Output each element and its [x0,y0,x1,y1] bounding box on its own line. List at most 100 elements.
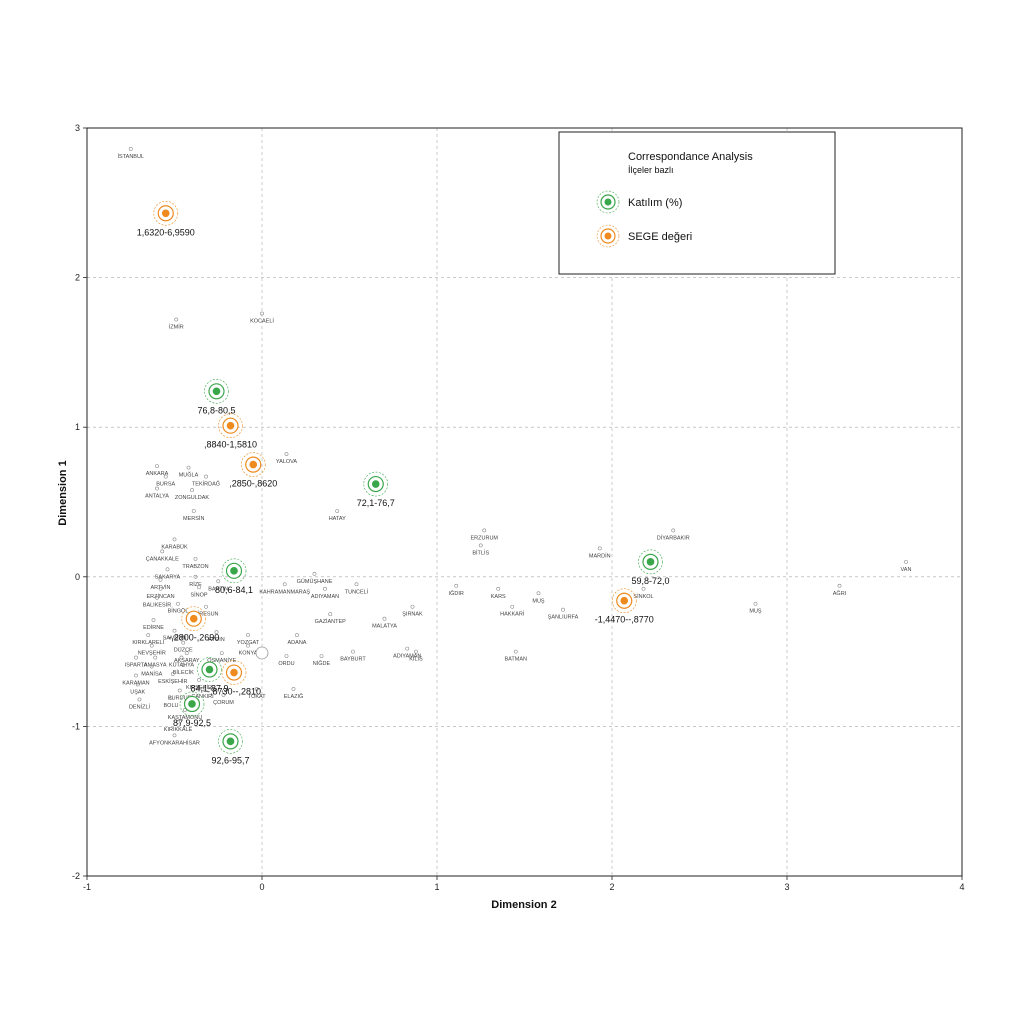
point-dot [620,596,629,605]
category-label: 92,6-95,7 [211,755,249,765]
province-label: MALATYA [372,624,397,630]
province-point [496,586,501,591]
province-point [134,673,138,678]
province-point [641,586,646,591]
province-point [193,574,198,579]
province-label: MUŞ [749,609,762,615]
province-point [454,583,459,588]
province-label: İSTANBUL [118,153,145,160]
province-point [246,633,250,638]
province-point [163,474,168,479]
province-point [200,687,205,691]
province-label: DİYARBAKIR [657,534,690,541]
origin-marker [255,646,269,660]
province-label: BARTIN [208,586,228,592]
katilim-point: 59,8-72,0 [631,549,670,586]
province-point [170,672,175,676]
province-label: MARDİN [589,552,611,559]
point-dot [188,700,196,708]
province-label: HATAY [329,516,346,522]
province-point [149,643,154,648]
province-label: BOLU [164,703,179,709]
category-label: ,8840-1,5810 [204,440,257,450]
province-label: TUNCELİ [345,588,369,595]
province-point [282,582,287,587]
province-label: BİLECİK [173,669,194,676]
province-point [513,649,518,654]
province-point [135,682,140,687]
point-dot [205,665,214,674]
province-point [181,663,186,667]
province-label: ÇANKIRI [191,694,214,700]
point-outer-ring [181,606,207,631]
province-point [328,612,333,617]
province-label: ŞANLIURFA [548,615,579,621]
province-point [176,720,180,724]
province-point [160,549,165,554]
category-label: 1,6320-6,9590 [137,227,195,237]
point-dot [230,567,238,575]
province-label: GÜMÜŞHANE [297,578,333,585]
province-point [904,559,908,564]
province-point [837,583,842,588]
katilim-point: 72,1-76,7 [357,471,395,508]
province-label: KARABÜK [161,543,188,550]
province-point [284,654,289,658]
plot-frame [86,127,963,877]
province-label: SİNOP [190,591,207,598]
category-label: 87,9-92,5 [173,718,211,728]
legend-label-sege: SEGE değeri [628,231,692,243]
point-dot [249,460,258,469]
province-point [172,628,177,633]
province-point [335,509,340,513]
province-label: OSMANİYE [207,657,236,664]
y-axis-title: Dimension 1 [57,460,69,525]
province-point [671,528,676,533]
province-label: AMASYA [144,663,167,669]
province-label: TEKİRDAĞ [192,481,220,488]
province-point [354,582,359,587]
y-tick-label: 0 [75,572,80,582]
province-label: IĞDIR [449,590,464,597]
province-label: ÇANAKKALE [146,556,179,562]
point-dot [646,558,655,566]
province-point [172,733,177,738]
province-point [414,649,418,654]
category-label: -,2800-,2690 [168,633,219,643]
sege-point: -,8730--,2810 [207,660,261,697]
province-label: UŞAK [130,690,145,696]
province-label: HAKKARİ [500,611,525,618]
x-tick-label: 0 [259,882,264,892]
katilim-point: 87,9-92,5 [173,691,211,728]
katilim-point: 76,8-80,5 [197,378,236,415]
province-point [184,651,189,655]
category-label: 80,6-84,1 [215,585,253,595]
point-outer-ring [218,729,243,754]
province-label: EDİRNE [143,624,164,631]
province-label: KIRIKKALE [164,727,193,733]
legend-marker-sege [596,224,620,248]
province-point [165,567,170,572]
province-label: KAHRAMANMARAŞ [259,589,310,595]
legend: Correspondance Analysis İlçeler bazlı Ka… [558,131,836,275]
province-point [536,591,541,596]
province-point [181,640,186,645]
province-point [197,678,201,682]
province-point [405,646,410,651]
province-label: ERZURUM [471,535,499,541]
province-label: ADANA [288,640,307,646]
province-label: SAKARYA [155,574,181,580]
province-point [177,688,182,693]
province-point [197,585,201,590]
province-label: VAN [901,567,912,573]
legend-title: Correspondance Analysis [628,151,753,163]
sege-point: ,2850-,8620 [229,452,277,489]
province-label: KARS [491,594,506,600]
province-label: BATMAN [504,657,527,663]
province-label: ÇORUM [213,700,234,706]
province-label: ESKİŞEHİR [158,678,187,685]
sege-point: 1,6320-6,9590 [137,200,195,237]
province-point [753,601,758,606]
